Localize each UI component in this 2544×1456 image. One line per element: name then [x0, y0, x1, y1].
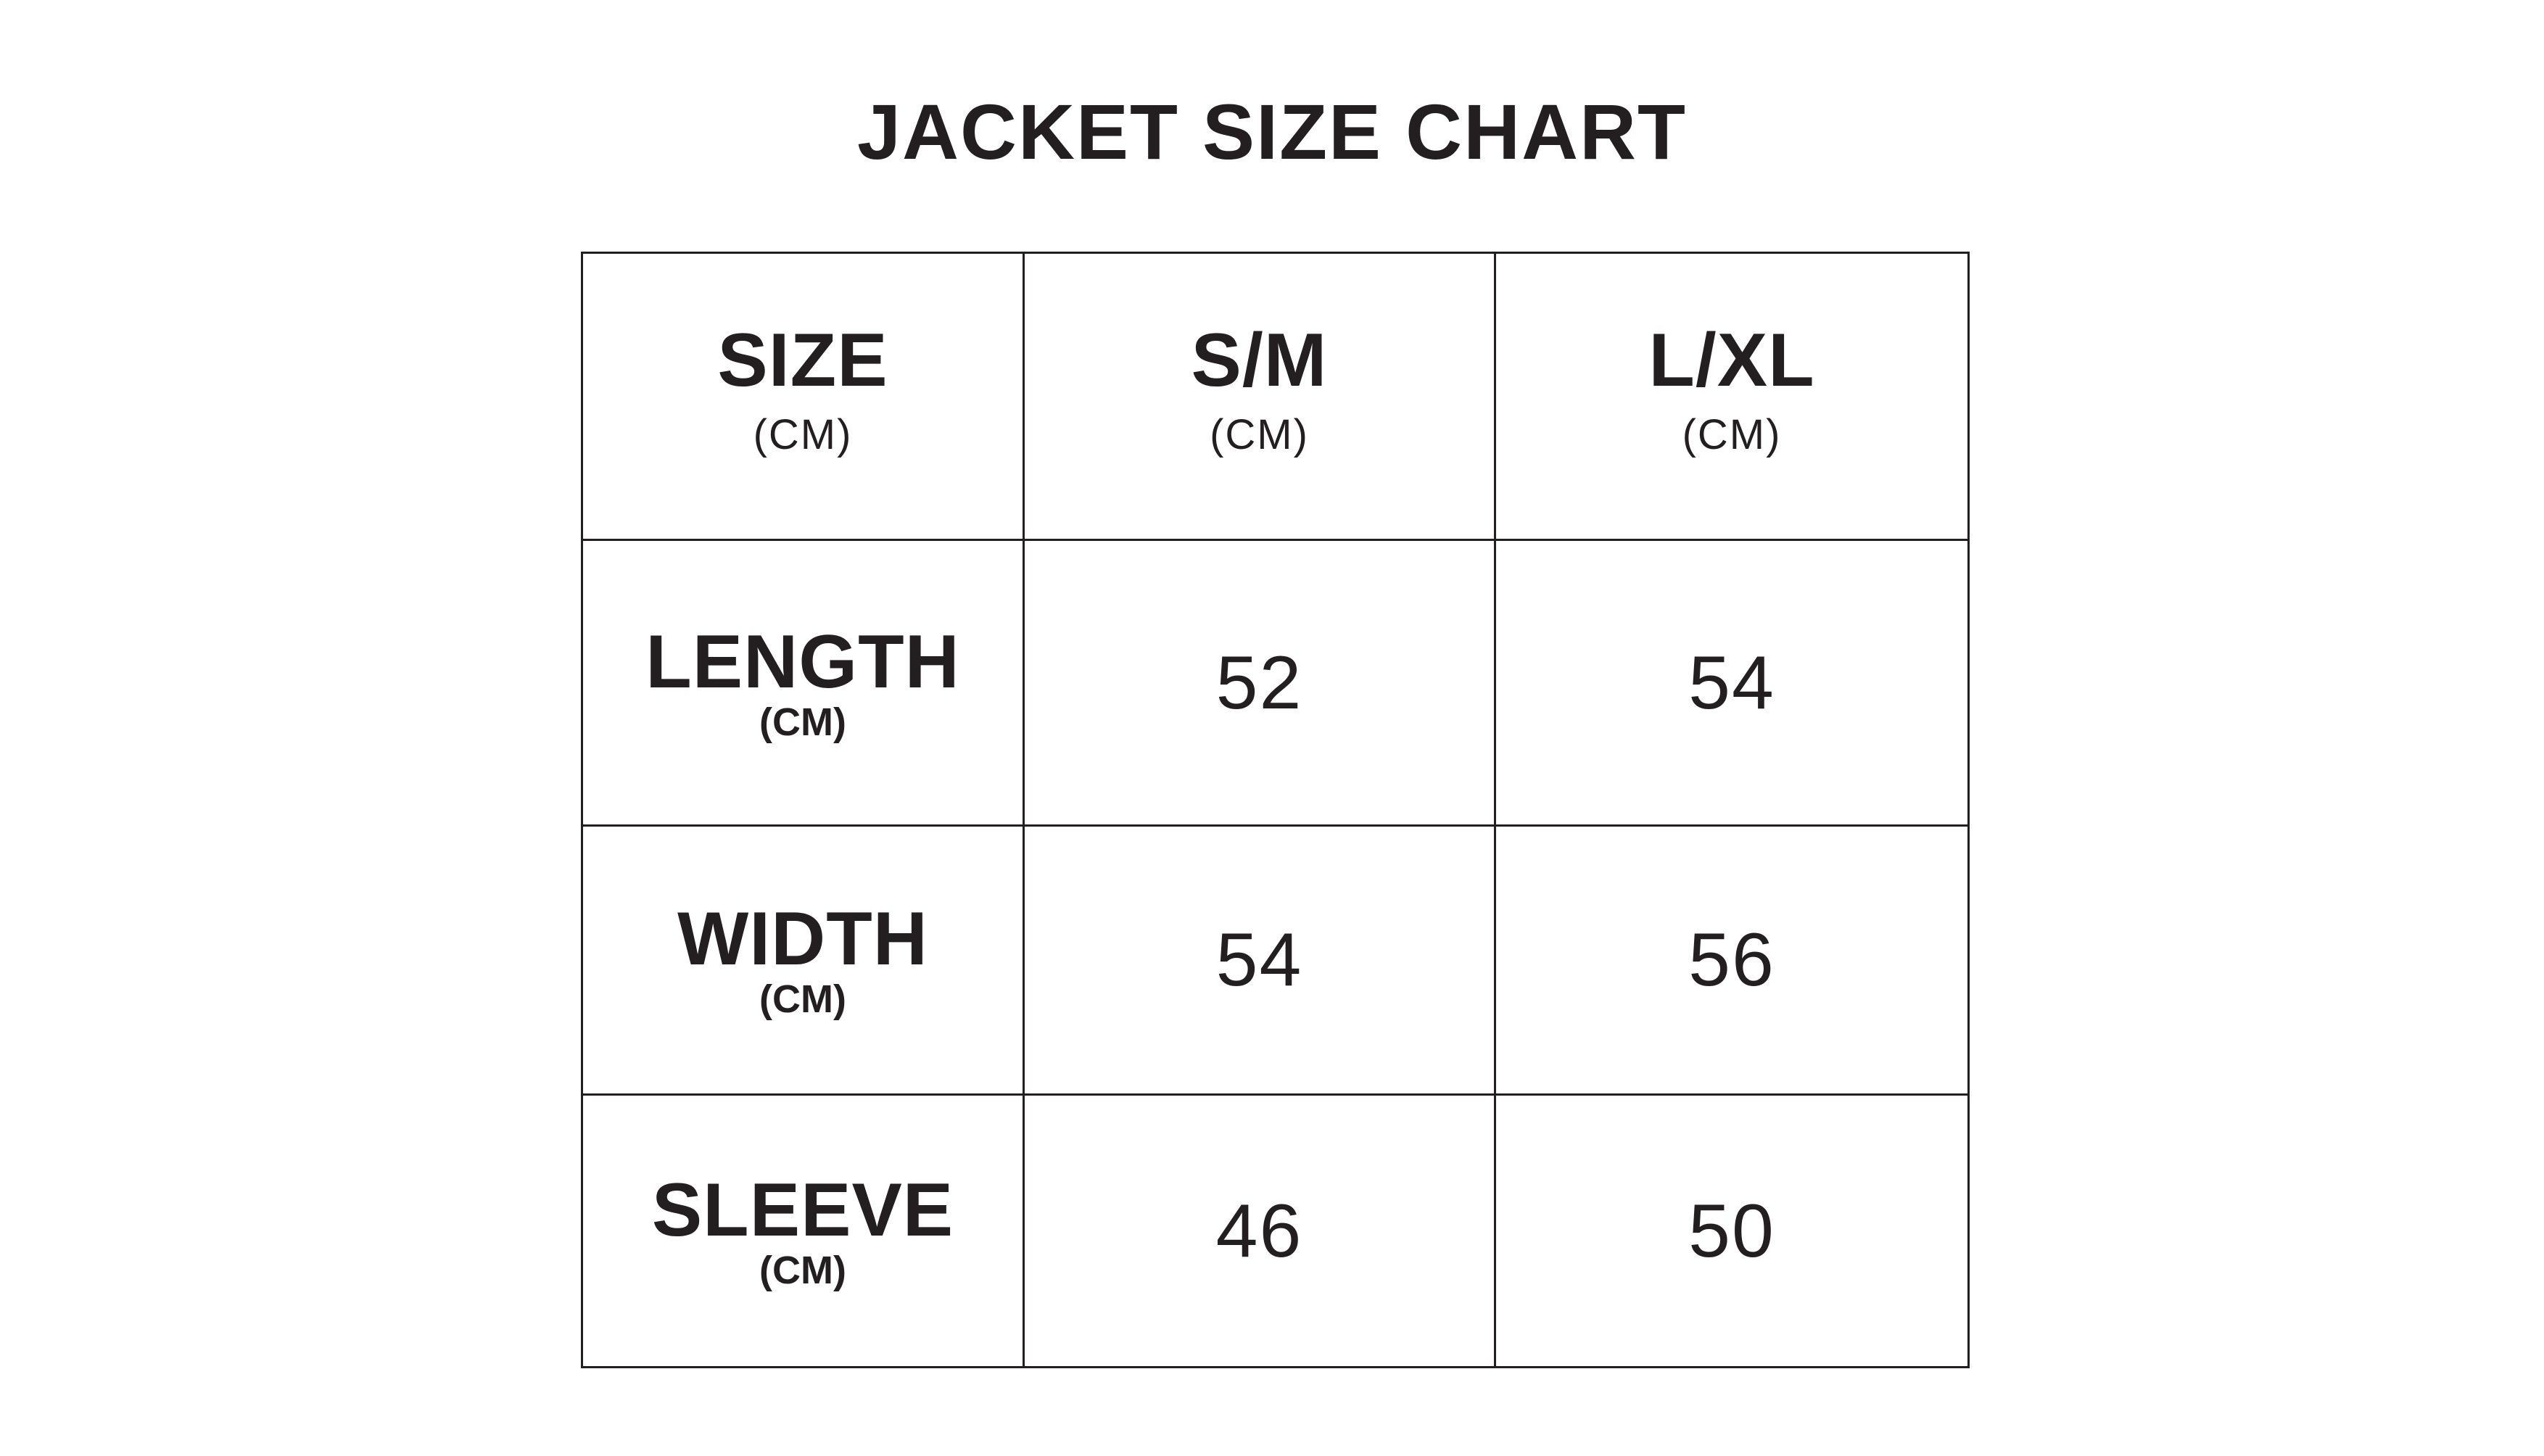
value-cell: 54: [1494, 539, 1970, 827]
row-unit: (CM): [759, 977, 846, 1021]
row-unit: (CM): [759, 1248, 846, 1292]
value-cell: 54: [1023, 824, 1496, 1096]
header-cell-sm: S/M (CM): [1023, 252, 1496, 541]
header-unit: (CM): [1682, 410, 1782, 458]
size-chart-table: SIZE (CM) S/M (CM) L/XL (CM) LENGTH (CM)…: [581, 252, 1970, 1368]
header-unit: (CM): [1210, 410, 1309, 458]
table-row-length: LENGTH (CM) 52 54: [581, 539, 1970, 827]
row-label: SLEEVE: [651, 1167, 954, 1252]
header-cell-size: SIZE (CM): [581, 252, 1025, 541]
value: 54: [1215, 918, 1303, 1002]
header-label: S/M: [1191, 318, 1328, 402]
row-label-cell: SLEEVE (CM): [581, 1093, 1025, 1368]
header-label: SIZE: [717, 318, 888, 402]
table-row-width: WIDTH (CM) 54 56: [581, 824, 1970, 1096]
row-label-cell: WIDTH (CM): [581, 824, 1025, 1096]
value-cell: 56: [1494, 824, 1970, 1096]
value-cell: 50: [1494, 1093, 1970, 1368]
header-unit: (CM): [753, 410, 853, 458]
table-row-sleeve: SLEEVE (CM) 46 50: [581, 1093, 1970, 1368]
row-label: LENGTH: [645, 619, 960, 704]
value: 54: [1688, 640, 1775, 725]
header-label: L/XL: [1648, 318, 1815, 402]
value: 46: [1215, 1188, 1303, 1273]
value-cell: 46: [1023, 1093, 1496, 1368]
value: 50: [1688, 1188, 1775, 1273]
header-cell-lxl: L/XL (CM): [1494, 252, 1970, 541]
value: 56: [1688, 918, 1775, 1002]
value-cell: 52: [1023, 539, 1496, 827]
row-unit: (CM): [759, 700, 846, 744]
header-row: SIZE (CM) S/M (CM) L/XL (CM): [581, 252, 1970, 541]
row-label-cell: LENGTH (CM): [581, 539, 1025, 827]
value: 52: [1215, 640, 1303, 725]
row-label: WIDTH: [677, 897, 928, 981]
page-title: JACKET SIZE CHART: [856, 88, 1688, 175]
